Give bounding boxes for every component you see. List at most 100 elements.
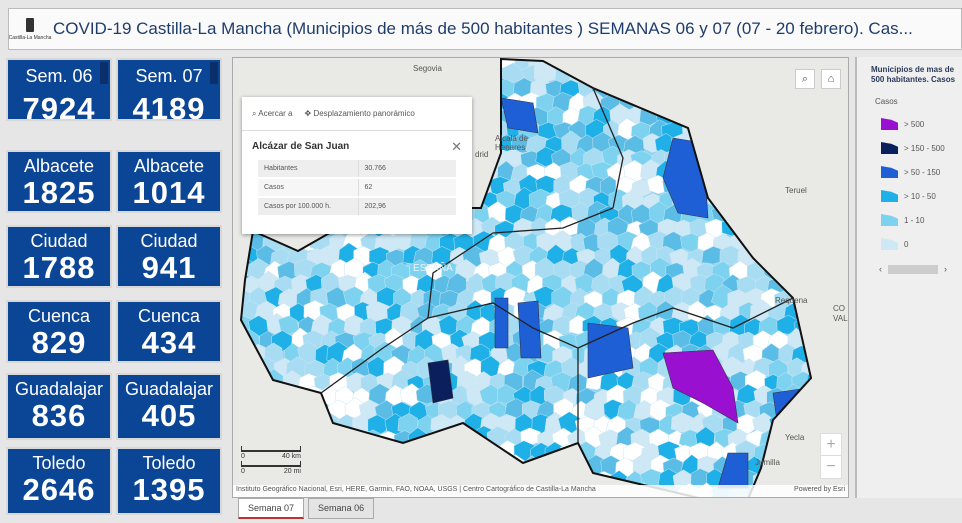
municipality-polygon[interactable] [638, 77, 662, 99]
municipality-polygon[interactable] [271, 76, 293, 98]
municipality-polygon[interactable] [819, 274, 840, 296]
municipality-polygon[interactable] [472, 93, 494, 115]
municipality-polygon[interactable] [477, 58, 500, 73]
municipality-polygon[interactable] [807, 91, 830, 113]
municipality-polygon[interactable] [793, 233, 814, 257]
municipality-polygon[interactable] [584, 61, 607, 87]
municipality-polygon[interactable] [760, 120, 783, 139]
municipality-polygon[interactable] [375, 454, 399, 475]
municipality-polygon[interactable] [446, 75, 470, 98]
municipality-polygon[interactable] [791, 147, 813, 168]
municipality-polygon[interactable] [233, 331, 248, 351]
municipality-polygon[interactable] [442, 453, 463, 476]
municipality-polygon[interactable] [758, 65, 781, 87]
municipality-polygon[interactable] [735, 220, 758, 240]
municipality-polygon[interactable] [768, 58, 791, 72]
map-view[interactable]: Segovia Alcalá de Henares drid Teruel Re… [232, 57, 849, 498]
municipality-polygon[interactable] [742, 120, 763, 144]
municipality-polygon[interactable] [792, 401, 814, 425]
municipality-polygon[interactable] [841, 148, 849, 168]
municipality-polygon[interactable] [233, 386, 247, 411]
municipality-polygon[interactable] [760, 233, 782, 256]
municipality-polygon[interactable] [745, 206, 769, 226]
municipality-polygon[interactable] [792, 203, 811, 229]
municipality-polygon[interactable] [238, 385, 261, 409]
municipality-polygon[interactable] [639, 58, 663, 74]
municipality-polygon[interactable] [799, 108, 823, 131]
municipality-polygon[interactable] [832, 135, 849, 155]
municipality-polygon[interactable] [550, 457, 574, 479]
municipality-polygon[interactable] [705, 105, 728, 128]
municipality-polygon[interactable] [233, 58, 245, 72]
municipality-polygon[interactable] [478, 105, 500, 128]
municipality-polygon[interactable] [713, 65, 736, 89]
municipality-polygon[interactable] [673, 76, 696, 99]
municipality-polygon[interactable] [287, 388, 308, 408]
municipality-polygon[interactable] [647, 67, 669, 86]
municipality-polygon[interactable] [240, 357, 262, 380]
close-icon[interactable]: ✕ [451, 139, 462, 154]
municipality-polygon[interactable] [743, 176, 768, 199]
municipality-polygon[interactable] [314, 64, 335, 88]
municipality-polygon[interactable] [815, 356, 837, 377]
municipality-polygon[interactable] [233, 242, 246, 266]
municipality-polygon[interactable] [823, 257, 844, 279]
municipality-polygon[interactable] [496, 384, 517, 404]
municipality-polygon[interactable] [775, 229, 797, 254]
municipality-polygon[interactable] [816, 106, 837, 127]
municipality-polygon[interactable] [625, 58, 646, 71]
municipality-polygon[interactable] [819, 217, 838, 237]
municipality-polygon[interactable] [383, 77, 405, 96]
municipality-polygon[interactable] [631, 60, 654, 83]
municipality-polygon[interactable] [342, 429, 363, 452]
municipality-polygon[interactable] [752, 189, 775, 214]
municipality-polygon[interactable] [278, 315, 300, 335]
municipality-polygon[interactable] [759, 147, 781, 167]
municipality-polygon[interactable] [791, 91, 813, 116]
municipality-polygon[interactable] [800, 244, 822, 264]
municipality-polygon[interactable] [281, 401, 302, 423]
legend-scrollbar[interactable]: ‹ › [879, 264, 962, 274]
pan-button[interactable]: ✥ Desplazamiento panorámico [304, 109, 415, 118]
municipality-polygon[interactable] [328, 454, 353, 477]
municipality-polygon[interactable] [722, 102, 744, 124]
municipality-polygon[interactable] [833, 192, 849, 213]
municipality-polygon[interactable] [784, 249, 808, 268]
municipality-polygon-highlight[interactable] [517, 300, 542, 359]
municipality-polygon[interactable] [791, 117, 814, 138]
municipality-polygon[interactable] [833, 218, 849, 241]
municipality-polygon[interactable] [359, 455, 384, 479]
municipality-polygon-highlight[interactable] [587, 322, 634, 379]
municipality-polygon-highlight[interactable] [427, 359, 454, 404]
municipality-polygon[interactable] [815, 331, 836, 352]
municipality-polygon[interactable] [703, 58, 726, 74]
municipality-polygon[interactable] [808, 313, 831, 339]
municipality-polygon[interactable] [841, 371, 849, 391]
municipality-polygon[interactable] [305, 442, 328, 465]
municipality-polygon[interactable] [840, 345, 849, 365]
municipality-polygon[interactable] [736, 58, 760, 72]
municipality-polygon[interactable] [352, 58, 373, 69]
municipality-polygon[interactable] [257, 80, 281, 99]
tab-semana-07[interactable]: Semana 07 [238, 498, 305, 519]
municipality-polygon[interactable] [258, 58, 279, 72]
municipality-polygon[interactable] [728, 117, 749, 141]
municipality-polygon[interactable] [817, 245, 837, 264]
municipality-polygon[interactable] [826, 204, 848, 228]
municipality-polygon[interactable] [255, 382, 278, 404]
chevron-right-icon[interactable]: › [944, 264, 947, 274]
municipality-polygon[interactable] [718, 192, 741, 212]
municipality-polygon-highlight[interactable] [500, 97, 539, 134]
municipality-polygon[interactable] [809, 399, 832, 422]
municipality-polygon[interactable] [816, 188, 837, 208]
municipality-polygon[interactable] [840, 122, 849, 141]
municipality-polygon[interactable] [489, 454, 510, 477]
municipality-polygon[interactable] [657, 78, 678, 99]
municipality-polygon[interactable] [289, 58, 311, 70]
municipality-polygon[interactable] [735, 134, 757, 157]
municipality-polygon[interactable] [822, 375, 843, 394]
municipality-polygon[interactable] [440, 65, 463, 87]
municipality-polygon[interactable] [800, 303, 822, 323]
municipality-polygon[interactable] [784, 163, 804, 186]
municipality-polygon[interactable] [735, 104, 759, 127]
